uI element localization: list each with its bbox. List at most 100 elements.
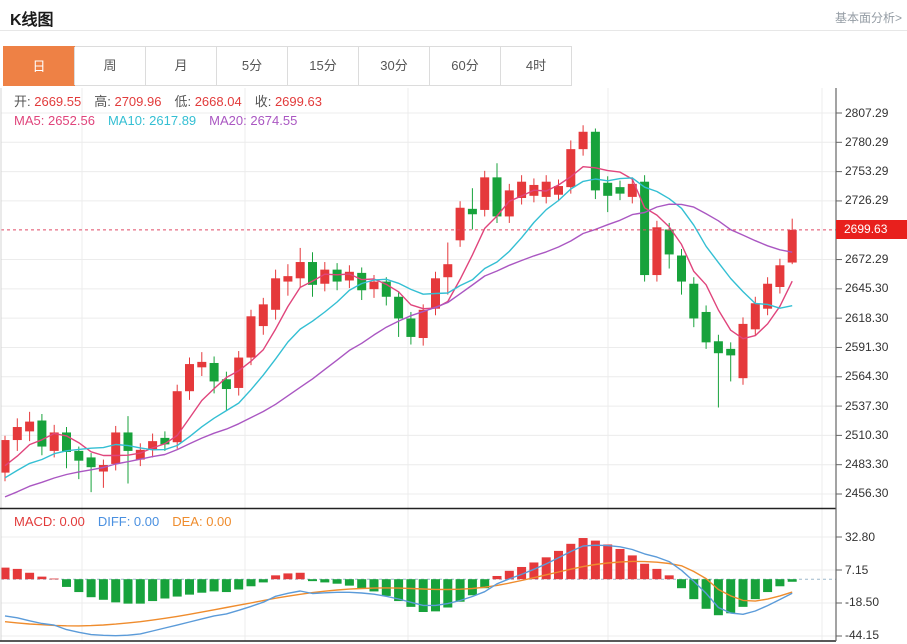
macd-bar	[640, 563, 650, 580]
tab-week[interactable]: 周	[74, 47, 145, 85]
tab-day[interactable]: 日	[3, 46, 75, 86]
macd-bar	[160, 579, 170, 599]
macd-bar	[258, 579, 268, 583]
candle	[12, 427, 22, 441]
candle	[750, 303, 760, 330]
candle	[652, 227, 662, 276]
ma5-line	[4, 165, 793, 467]
candle	[74, 450, 84, 461]
current-price-badge: 2699.63	[836, 220, 907, 240]
macd-bar	[74, 579, 84, 593]
tab-30min[interactable]: 30分	[358, 47, 429, 85]
macd-bar	[197, 579, 207, 593]
macd-bar	[578, 538, 588, 580]
macd-bar	[738, 579, 748, 607]
macd-bar	[86, 579, 96, 598]
candle	[713, 341, 723, 354]
macd-axis-label: -18.50	[845, 595, 880, 610]
ma5-legend: MA5: 2652.56	[14, 113, 95, 128]
macd-bar	[467, 579, 477, 596]
macd-bar	[98, 579, 108, 600]
price-axis-label: 2807.29	[845, 105, 889, 120]
candle	[283, 276, 293, 282]
candle	[37, 420, 47, 447]
macd-bar	[283, 573, 293, 580]
macd-bar	[308, 579, 317, 582]
macd-bar	[25, 572, 35, 580]
candle	[123, 432, 133, 451]
price-axis-label: 2510.30	[845, 427, 889, 442]
candle	[234, 357, 244, 388]
tab-month[interactable]: 月	[145, 47, 216, 85]
candle	[271, 278, 281, 310]
candle	[49, 432, 59, 451]
candle	[627, 183, 637, 197]
macd-bar	[344, 579, 354, 586]
candle	[578, 131, 588, 150]
macd-bar	[209, 579, 219, 592]
price-axis-label: 2645.30	[845, 281, 889, 296]
ohlc-close: 收: 2699.63	[254, 94, 322, 109]
candle	[0, 440, 10, 473]
macd-bar	[12, 568, 22, 580]
fundamental-analysis-link[interactable]: 基本面分析>	[834, 11, 902, 25]
candle	[197, 361, 207, 368]
candle	[344, 271, 354, 281]
candle	[775, 265, 785, 287]
macd-bar	[295, 572, 305, 580]
candle	[726, 348, 736, 356]
ma10-line	[4, 177, 793, 479]
ma10-legend: MA10: 2617.89	[107, 113, 197, 128]
macd-bar	[172, 579, 182, 597]
macd-bar	[480, 579, 490, 589]
macd-bar	[787, 579, 797, 582]
macd-bar	[713, 579, 723, 616]
candle	[677, 255, 686, 282]
page-title: K线图	[10, 12, 54, 29]
tab-4hour[interactable]: 4时	[500, 47, 571, 85]
macd-bar	[615, 548, 625, 580]
ohlc-open: 开: 2669.55	[14, 94, 82, 109]
price-axis-label: 2618.30	[845, 310, 889, 325]
price-axis-label: 2591.30	[845, 339, 889, 354]
macd-bar	[443, 579, 453, 608]
macd-bar	[49, 578, 59, 580]
dea-legend: DEA: 0.00	[172, 514, 232, 529]
candle	[98, 465, 108, 472]
macd-bar	[221, 579, 231, 593]
candle	[209, 362, 219, 382]
macd-bar	[664, 575, 674, 580]
tab-15min[interactable]: 15分	[287, 47, 358, 85]
candle	[492, 177, 502, 217]
diff-line	[4, 544, 793, 637]
macd-bar	[763, 579, 773, 593]
candle	[25, 421, 35, 432]
macd-bar	[394, 579, 404, 602]
macd-bar	[0, 567, 10, 580]
candle	[221, 379, 231, 390]
candle	[246, 316, 256, 358]
candle	[185, 364, 194, 392]
macd-bar	[246, 579, 256, 587]
macd-bar	[603, 544, 613, 580]
macd-bar	[135, 579, 145, 604]
macd-bar	[689, 579, 699, 600]
macd-bar	[320, 579, 330, 583]
macd-legend: MACD: 0.00 DIFF: 0.00 DEA: 0.00	[14, 514, 245, 529]
tab-5min[interactable]: 5分	[216, 47, 287, 85]
candle	[504, 190, 514, 217]
price-axis-label: 2753.29	[845, 164, 889, 179]
tab-60min[interactable]: 60分	[429, 47, 500, 85]
macd-axis-label: -44.15	[845, 628, 880, 643]
macd-bar	[541, 557, 551, 580]
price-axis-label: 2726.29	[845, 193, 889, 208]
candle	[467, 208, 477, 215]
macd-legend: MACD: 0.00	[14, 514, 85, 529]
candle	[566, 149, 576, 188]
candle	[148, 441, 158, 450]
candle	[332, 269, 342, 282]
candle	[640, 181, 650, 276]
macd-bar	[418, 579, 428, 613]
candle	[86, 457, 96, 468]
